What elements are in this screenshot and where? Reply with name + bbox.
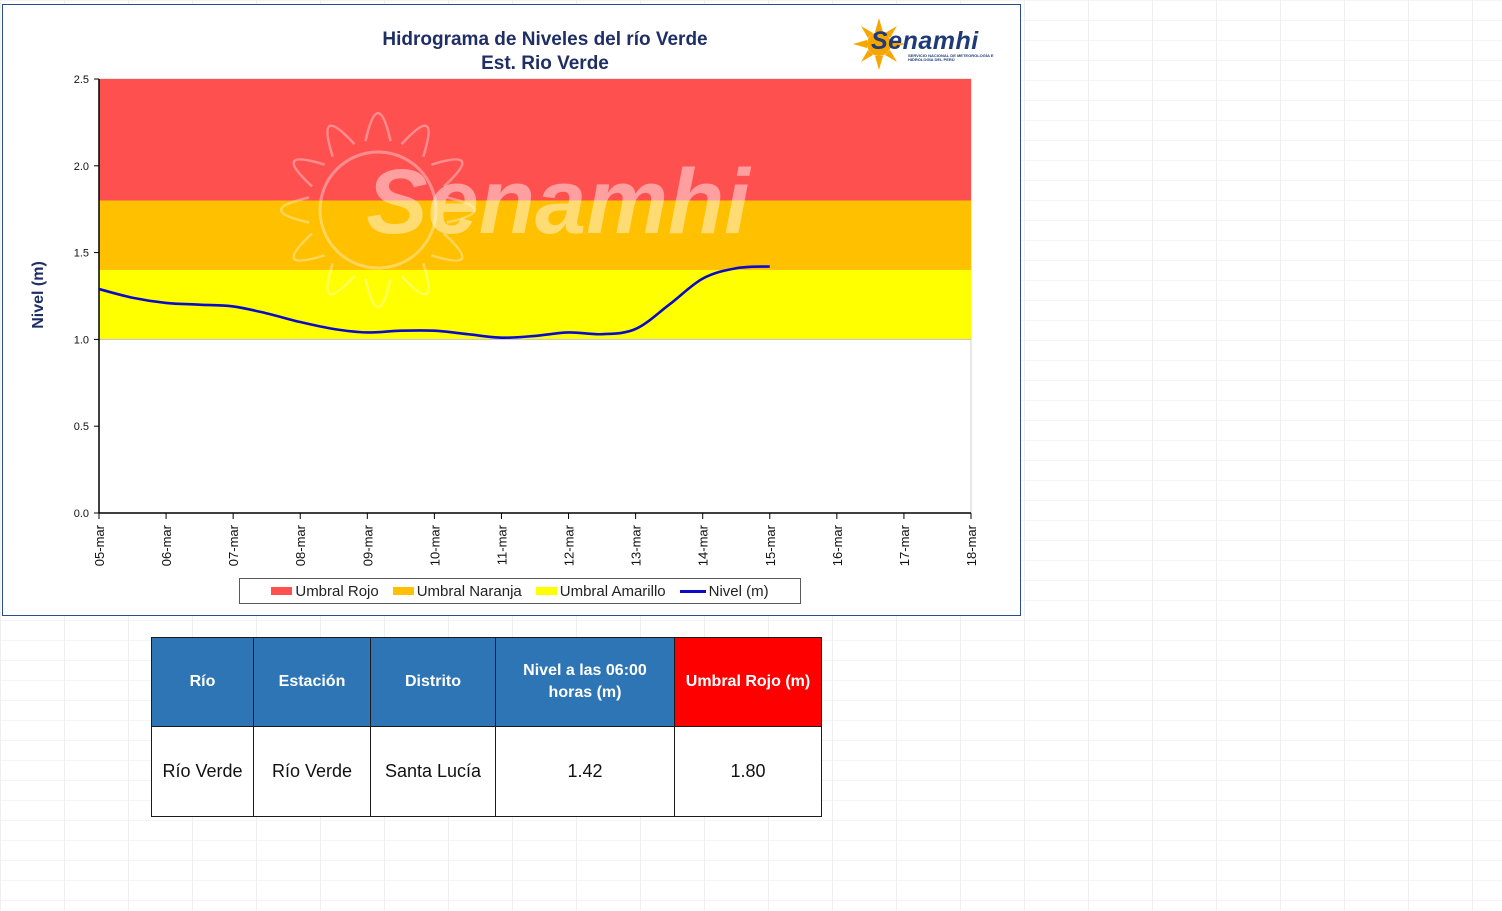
header-umbral-rojo: Umbral Rojo (m) [674, 637, 822, 727]
logo-subtitle: SERVICIO NACIONAL DE METEOROLOGÍA E HIDR… [908, 53, 994, 62]
y-tick-label: 1.0 [74, 334, 89, 346]
legend-label-rojo: Umbral Rojo [295, 582, 379, 600]
x-tick-label: 16-mar [830, 524, 845, 566]
cell-distrito: Santa Lucía [370, 726, 496, 817]
header-rio: Río [151, 637, 254, 727]
y-tick-label: 2.0 [74, 161, 89, 173]
senamhi-logo: Senamhi SERVICIO NACIONAL DE METEOROLOGÍ… [851, 17, 996, 71]
x-tick-label: 17-mar [897, 524, 912, 566]
sun-logo-icon [853, 18, 905, 70]
band-umbral-rojo [99, 79, 971, 201]
series-line-nivel [98, 265, 770, 340]
x-tick-label: 11-mar [494, 524, 509, 565]
chart-title: Hidrograma de Niveles del río Verde [382, 29, 707, 50]
table-row: Río Verde Río Verde Santa Lucía 1.42 1.8… [151, 726, 822, 817]
header-estacion: Estación [253, 637, 371, 727]
table-header-row: Río Estación Distrito Nivel a las 06:00 … [151, 637, 822, 727]
y-tick-label: 0.5 [74, 421, 89, 433]
x-tick-label: 06-mar [159, 524, 174, 566]
chart-area: Senamhi 0.0 0.5 1.0 1.5 2.0 2.5 05-mar 06-mar 07-… [2, 4, 1021, 616]
x-tick-label: 18-mar [964, 524, 979, 566]
legend-swatch-rojo [271, 587, 293, 595]
hydrograph-chart: Senamhi 0.0 0.5 1.0 1.5 2.0 2.5 05-mar 06-mar 07-… [30, 29, 979, 566]
x-tick-label: 12-mar [562, 524, 577, 566]
legend-item-rojo: Umbral Rojo [271, 582, 379, 600]
y-axis-label: Nivel (m) [30, 261, 47, 329]
chart-legend: Umbral Rojo Umbral Naranja Umbral Amaril… [239, 578, 801, 604]
x-tick-label: 08-mar [293, 524, 308, 566]
y-tick-label: 0.0 [74, 508, 89, 520]
cell-estacion: Río Verde [253, 726, 371, 817]
legend-swatch-amarillo [535, 587, 557, 595]
x-tick-label: 10-mar [427, 524, 442, 566]
legend-label-naranja: Umbral Naranja [416, 582, 522, 600]
watermark-text: Senamhi [366, 151, 752, 253]
cell-rio: Río Verde [151, 726, 254, 817]
x-tick-label: 13-mar [629, 524, 644, 566]
y-tick-label: 2.5 [74, 74, 89, 86]
legend-label-nivel: Nivel (m) [708, 582, 769, 600]
cell-umbral-rojo: 1.80 [674, 726, 822, 817]
header-distrito: Distrito [370, 637, 496, 727]
header-nivel: Nivel a las 06:00 horas (m) [495, 637, 675, 727]
x-tick-label: 07-mar [226, 524, 241, 566]
x-tick-label: 15-mar [763, 524, 778, 566]
legend-swatch-naranja [392, 587, 414, 595]
legend-item-amarillo: Umbral Amarillo [535, 582, 666, 600]
legend-label-amarillo: Umbral Amarillo [559, 582, 666, 600]
x-tick-label: 14-mar [696, 524, 711, 566]
x-tick-label: 05-mar [92, 524, 107, 566]
x-tick-label: 09-mar [360, 524, 375, 566]
y-tick-label: 1.5 [74, 248, 89, 260]
legend-swatch-nivel [679, 589, 706, 593]
summary-table: Río Estación Distrito Nivel a las 06:00 … [151, 637, 822, 817]
cell-nivel: 1.42 [495, 726, 675, 817]
band-umbral-amarillo [99, 269, 971, 340]
watermark-sun-icon [279, 111, 477, 309]
legend-item-naranja: Umbral Naranja [392, 582, 522, 600]
legend-item-nivel: Nivel (m) [679, 582, 769, 600]
chart-subtitle: Est. Rio Verde [481, 53, 609, 74]
logo-name: Senamhi [871, 27, 979, 55]
band-umbral-naranja [99, 200, 971, 270]
